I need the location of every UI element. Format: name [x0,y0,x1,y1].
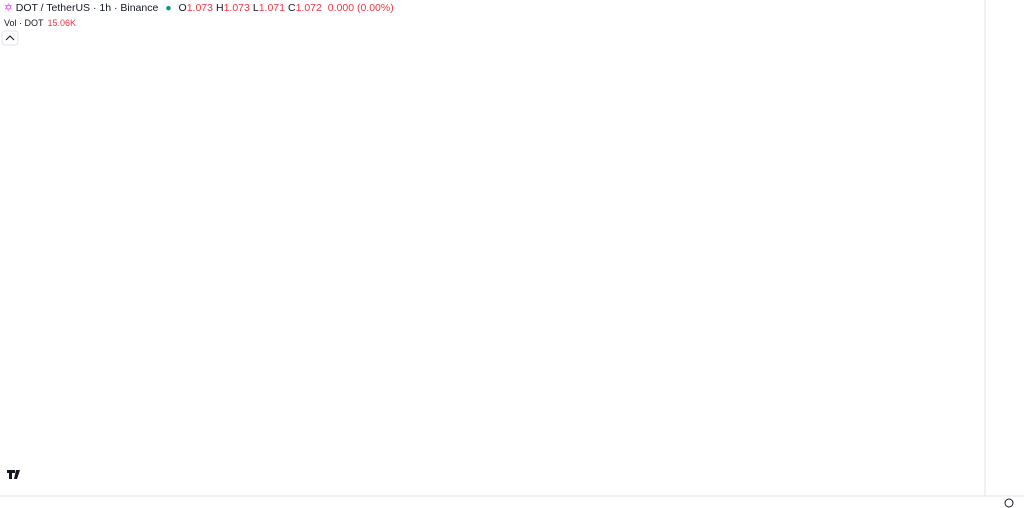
ohlc-label: H [215,2,224,14]
ohlc-label: O [178,2,187,14]
change: 0.000 (0.00%) [327,2,394,14]
ohlc-label: C [287,2,296,14]
volume-value: 15.06K [47,18,77,28]
collapse-button[interactable] [1,30,19,46]
ohlc-value: 1.073 [186,2,213,14]
volume-legend: Vol · DOT 15.06K [4,18,76,28]
settings-icon[interactable] [1004,498,1014,508]
ohlc: O1.073 H1.073 L1.071 C1.072 [179,2,325,14]
collapse-icon [5,35,15,41]
ohlc-value: 1.072 [295,2,322,14]
status-dot: ● [165,2,172,14]
ohlc-label: L [252,2,259,14]
ohlc-value: 1.073 [223,2,250,14]
ohlc-value: 1.071 [258,2,285,14]
tv-logo[interactable] [7,470,20,479]
legend: ✡ DOT / TetherUS · 1h · Binance ● O1.073… [4,2,397,14]
volume-title: Vol · DOT [4,18,44,28]
symbol-icon: ✡ [4,2,13,14]
symbol-title[interactable]: DOT / TetherUS · 1h · Binance [15,2,159,14]
